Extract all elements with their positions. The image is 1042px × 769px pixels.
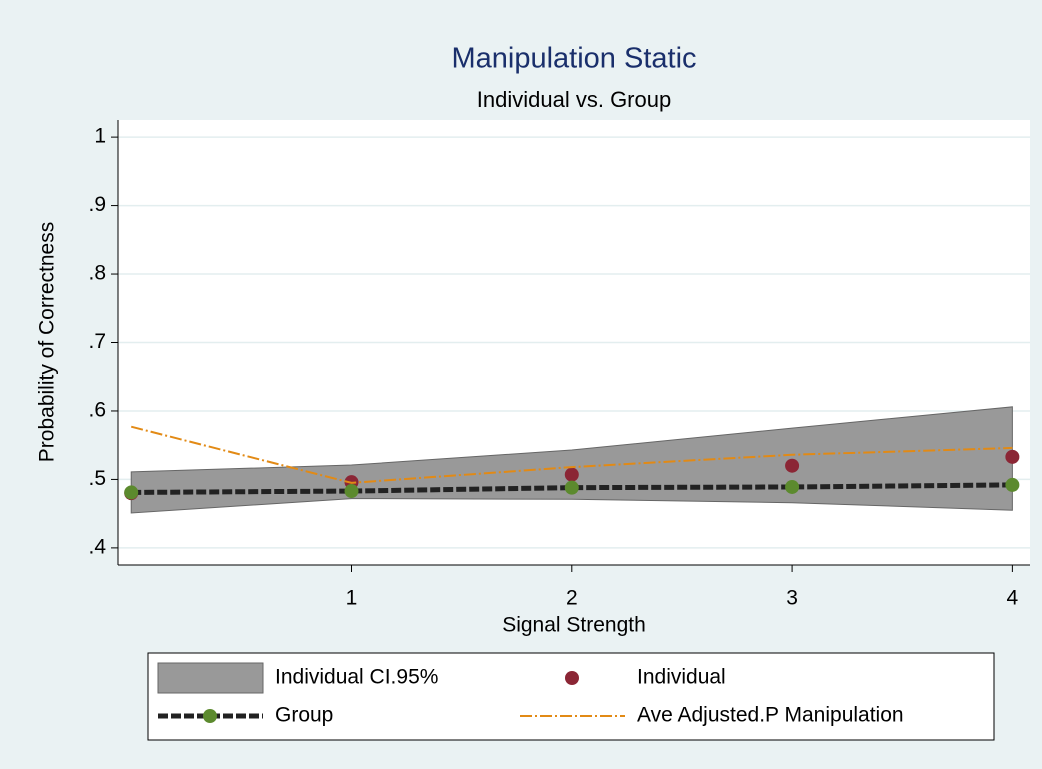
x-tick-label: 4 — [1007, 587, 1019, 610]
y-tick-label: .8 — [88, 262, 106, 285]
chart-subtitle: Individual vs. Group — [477, 87, 671, 112]
marker — [564, 480, 579, 495]
chart-title: Manipulation Static — [451, 43, 696, 75]
series-line — [131, 482, 1013, 495]
marker — [564, 467, 579, 482]
marker — [785, 458, 800, 473]
legend — [147, 652, 995, 741]
series-line — [130, 425, 1013, 484]
y-tick-label: .5 — [88, 467, 106, 490]
legend-label: Individual CI.95% — [275, 666, 438, 689]
legend-label: Ave Adjusted.P Manipulation — [637, 704, 904, 727]
legend-label: Group — [275, 704, 333, 727]
legend-label: Individual — [637, 666, 726, 689]
legend-marker — [565, 671, 579, 685]
marker — [1005, 449, 1020, 464]
marker — [1005, 477, 1020, 492]
y-tick-label: 1 — [94, 125, 106, 148]
y-axis-label: Probability of Correctness — [36, 222, 59, 462]
y-tick-label: .7 — [88, 330, 106, 353]
y-tick-label: .9 — [88, 193, 106, 216]
marker — [785, 479, 800, 494]
legend-marker — [203, 709, 217, 723]
marker — [124, 485, 139, 500]
x-tick-label: 2 — [566, 587, 578, 610]
legend-swatch — [157, 662, 264, 694]
x-tick-label: 1 — [346, 587, 358, 610]
y-tick-label: .4 — [88, 535, 106, 558]
marker — [344, 484, 359, 499]
y-tick-label: .6 — [88, 399, 106, 422]
x-axis-label: Signal Strength — [502, 614, 646, 637]
x-tick-label: 3 — [786, 587, 798, 610]
